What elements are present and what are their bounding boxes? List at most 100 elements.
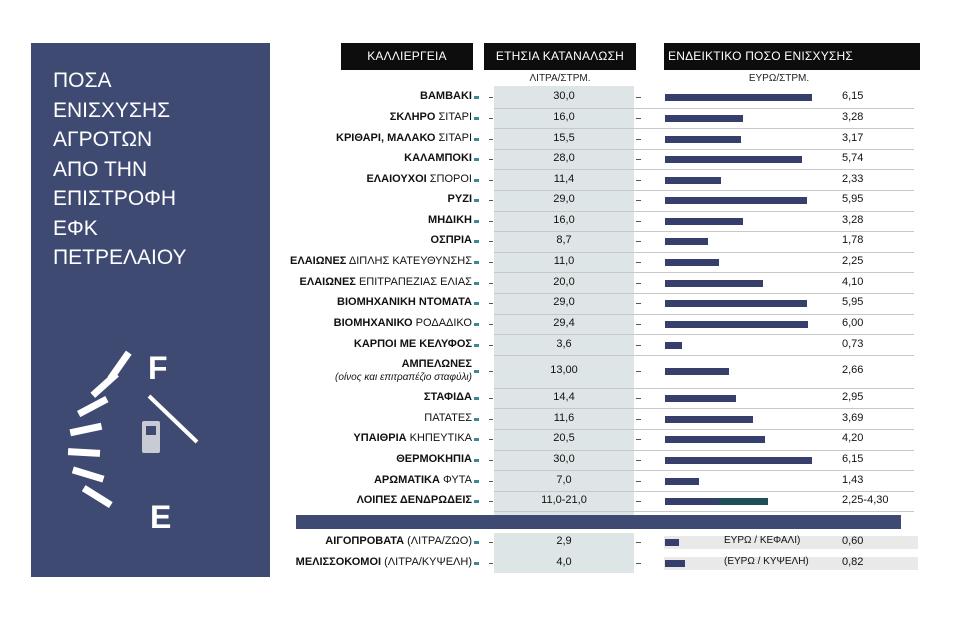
aid-value: 1,78	[842, 234, 864, 246]
row-label: ΕΛΑΙΩΝΕΣ ΕΠΙΤΡΑΠΕΖΙΑΣ ΕΛΙΑΣ	[300, 276, 472, 289]
consumption-value: 8,7	[556, 234, 572, 246]
row-label-bold: ΛΟΙΠΕΣ ΔΕΝΔΡΩΔΕΙΣ	[356, 494, 472, 506]
aid-unit: ΕΥΡΩ/ΣΤΡΜ.	[748, 73, 810, 84]
row-tick-right	[636, 439, 641, 440]
row-label: ΥΠΑΙΘΡΙΑ ΚΗΠΕΥΤΙΚΑ	[353, 432, 472, 445]
consumption-value: 29,0	[553, 296, 575, 308]
row-label-bold: ΚΡΙΘΑΡΙ, ΜΑΛΑΚΟ	[336, 132, 436, 144]
aid-value: 3,69	[842, 412, 864, 424]
row-tick-left	[489, 419, 493, 420]
row-label-bold: ΟΣΠΡΙΑ	[430, 234, 472, 246]
row-marker	[474, 199, 479, 202]
row-tick-right	[636, 460, 641, 461]
consumption-header: ΕΤΗΣΙΑ ΚΑΤΑΝΑΛΩΣΗ	[484, 43, 636, 70]
title-line: ΕΝΙΣΧΥΣΗΣ	[53, 98, 171, 122]
row-marker	[474, 158, 479, 161]
row-tick-left	[489, 97, 493, 98]
aid-bar	[665, 115, 743, 122]
row-divider	[494, 314, 914, 315]
row-label-bold: ΚΑΡΠΟΙ ΜΕ ΚΕΛΥΦΟΣ	[353, 338, 472, 350]
row-marker	[474, 282, 479, 285]
row-label: ΚΡΙΘΑΡΙ, ΜΑΛΑΚΟ ΣΙΤΑΡΙ	[336, 132, 472, 145]
row-divider	[494, 388, 914, 389]
row-tick-right	[636, 118, 641, 119]
aid-value: 6,00	[842, 317, 864, 329]
row-tick-right	[636, 481, 641, 482]
consumption-value: 16,0	[553, 214, 575, 226]
aid-value: 3,28	[842, 111, 864, 123]
row-label: ΚΑΡΠΟΙ ΜΕ ΚΕΛΥΦΟΣ	[354, 338, 472, 351]
row-marker	[474, 459, 479, 462]
title-line: ΠΟΣΑ	[53, 69, 112, 92]
row-tick-left	[489, 501, 493, 502]
row-tick-left	[489, 159, 493, 160]
aid-bar	[665, 177, 721, 184]
row-label-rest: (ΛΙΤΡΑ/ΚΥΨΕΛΗ)	[381, 556, 472, 568]
aid-value: 5,74	[842, 152, 864, 164]
consumption-value: 11,6	[553, 412, 575, 424]
row-tick-left	[489, 398, 493, 399]
row-marker	[474, 370, 479, 373]
row-divider	[494, 190, 914, 191]
row-marker	[474, 344, 479, 347]
row-tick-left	[489, 303, 493, 304]
row-divider	[494, 429, 914, 430]
consumption-value: 16,0	[553, 111, 575, 123]
row-marker	[474, 438, 479, 441]
title-line: ΑΓΡΟΤΩΝ	[53, 128, 153, 151]
row-divider	[494, 293, 914, 294]
row-label-bold: ΑΜΠΕΛΩΝΕΣ	[401, 358, 472, 370]
row-tick-right	[636, 200, 641, 201]
row-label: ΑΡΩΜΑΤΙΚΑ ΦΥΤΑ	[374, 474, 472, 487]
row-marker	[474, 500, 479, 503]
consumption-value: 11,0-21,0	[541, 494, 587, 506]
row-label: ΟΣΠΡΙΑ	[431, 234, 472, 247]
row-label: ΒΙΟΜΗΧΑΝΙΚΗ ΝΤΟΜΑΤΑ	[337, 296, 472, 309]
aid-unit-note: ΕΥΡΩ / ΚΕΦΑΛΙ)	[724, 535, 801, 546]
aid-value: 2,25	[842, 255, 864, 267]
row-label-bold: ΒΙΟΜΗΧΑΝΙΚΟ	[333, 317, 413, 329]
row-marker	[474, 480, 479, 483]
row-tick-right	[636, 283, 641, 284]
row-marker	[474, 323, 479, 326]
aid-value: 6,15	[842, 453, 864, 465]
row-tick-left	[489, 345, 493, 346]
row-tick-left	[489, 180, 493, 181]
aid-value: 2,25-4,30	[842, 494, 889, 506]
row-tick-left	[489, 200, 493, 201]
row-label-rest: (ΛΙΤΡΑ/ΖΩΟ)	[404, 535, 472, 547]
aid-value: 2,33	[842, 173, 864, 185]
row-label-rest: ΔΙΠΛΗΣ ΚΑΤΕΥΘΥΝΣΗΣ	[346, 255, 472, 267]
row-tick-left	[489, 262, 493, 263]
row-tick-right	[636, 180, 641, 181]
row-marker	[474, 240, 479, 243]
row-label: ΚΑΛΑΜΠΟΚΙ	[404, 152, 472, 165]
aid-track	[664, 536, 918, 549]
gauge-empty-label: E	[150, 499, 171, 535]
row-label: ΡΥΖΙ	[448, 193, 472, 206]
row-divider	[494, 334, 914, 335]
row-tick-right	[636, 241, 641, 242]
row-divider	[494, 355, 914, 356]
title-line: ΕΦΚ	[53, 216, 98, 240]
row-label-bold: ΡΥΖΙ	[447, 193, 472, 205]
row-label-bold: ΥΠΑΙΘΡΙΑ	[353, 432, 407, 444]
consumption-value: 7,0	[556, 474, 572, 486]
row-label-rest: ΚΗΠΕΥΤΙΚΑ	[406, 432, 472, 444]
row-label-bold: ΣΚΛΗΡΟ	[389, 111, 436, 123]
consumption-value: 4,0	[556, 556, 572, 568]
aid-value: 2,66	[842, 364, 864, 376]
row-tick-left	[489, 139, 493, 140]
aid-bar	[665, 259, 719, 266]
row-divider	[494, 511, 914, 512]
aid-bar	[665, 218, 743, 225]
consumption-value: 20,0	[553, 276, 575, 288]
row-tick-right	[636, 139, 641, 140]
row-label: ΜΗΔΙΚΗ	[428, 214, 472, 227]
aid-bar	[665, 300, 807, 307]
row-marker	[474, 397, 479, 400]
aid-bar	[665, 136, 741, 143]
row-tick-right	[636, 159, 641, 160]
row-label-rest: ΣΠΟΡΟΙ	[426, 173, 472, 185]
consumption-value: 2,9	[556, 535, 572, 547]
